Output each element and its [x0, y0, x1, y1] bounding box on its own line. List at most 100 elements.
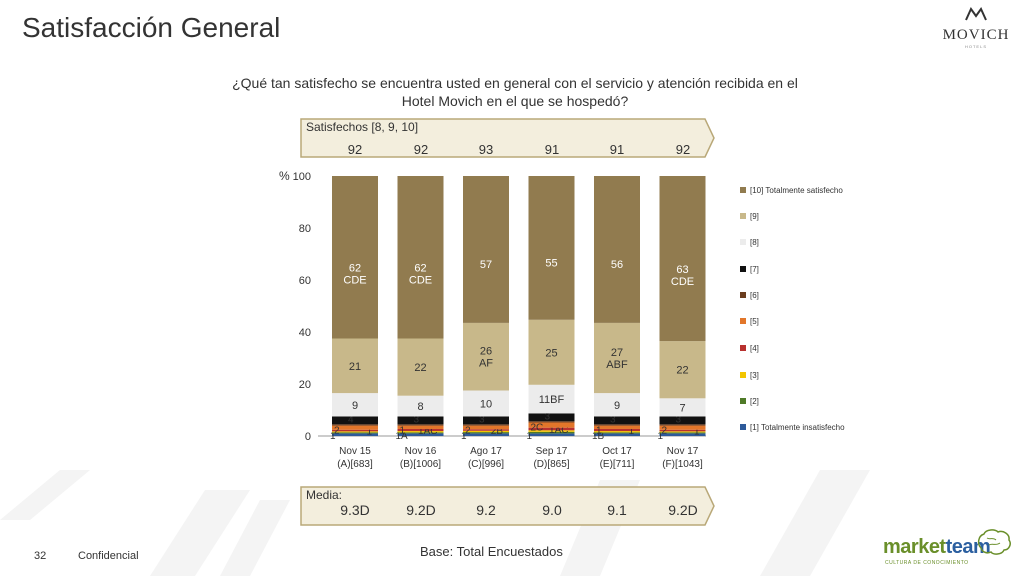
bar-value-label: 2C: [531, 422, 544, 433]
marketteam-wordmark: marketteam: [883, 536, 991, 558]
bar-value-label: 7: [679, 402, 685, 414]
y-tick-label: 100: [293, 171, 311, 183]
bar-value-label: 2: [334, 426, 340, 437]
bar-value-label: 56: [611, 259, 623, 271]
media-value: 9.1: [607, 502, 627, 518]
bar-value-label: 11BF: [539, 394, 565, 406]
bar-value-label: 1: [400, 426, 406, 437]
bar-value-label: 1B: [592, 431, 605, 442]
bar-value-label: 3: [676, 415, 682, 426]
bar-segment: [463, 390, 509, 417]
bar-segment: [397, 425, 444, 429]
brain-icon: [977, 529, 1011, 555]
bar-value-label: 1: [694, 427, 700, 438]
bar-segment: [659, 425, 706, 430]
bar-value-label: ABF: [606, 359, 628, 371]
bar-segment: [332, 338, 378, 394]
media-banner: Media: 9.3D 9.2D 9.2 9.0 9.1 9.2D: [300, 486, 715, 526]
legend-swatch: [740, 318, 746, 324]
satisfied-label: Satisfechos [8, 9, 10]: [306, 120, 419, 134]
bar-value-label: 9: [614, 400, 620, 412]
x-tick-label: Sep 17: [536, 446, 568, 457]
base-note: Base: Total Encuestados: [420, 544, 563, 559]
bar-value-label: 62: [349, 263, 361, 275]
bar-segment: [528, 384, 575, 414]
bar-value-label: 55: [545, 257, 557, 269]
legend-label: [6]: [750, 291, 759, 300]
bar-segment: [528, 421, 575, 423]
bar-segment: [397, 424, 444, 426]
legend-label: [5]: [750, 317, 759, 326]
satisfied-value: 91: [544, 142, 560, 157]
y-tick-label: 20: [299, 379, 311, 391]
legend-label: [7]: [750, 265, 759, 274]
bar-value-label: 63: [676, 264, 688, 276]
satisfied-banner: Satisfechos [8, 9, 10] 92 92 93 91 91 92: [300, 118, 715, 158]
x-tick-label: Ago 17: [470, 446, 502, 457]
bar-segment: [528, 176, 575, 320]
bar-segment: [594, 393, 640, 417]
bar-value-label: 2: [662, 426, 668, 437]
legend-swatch: [740, 398, 746, 404]
bar-segment: [659, 429, 706, 432]
marketteam-logo: marketteam CULTURA DE CONOCIMIENTO: [883, 528, 1013, 572]
x-tick-sublabel: (B)[1006]: [400, 459, 441, 470]
media-value: 9.0: [542, 502, 562, 518]
legend-swatch: [740, 292, 746, 298]
media-value: 9.3D: [340, 502, 370, 518]
legend-label: [2]: [750, 397, 759, 406]
x-tick-sublabel: (E)[711]: [600, 459, 635, 470]
bar-segment: [528, 319, 575, 385]
bar-segment: [463, 433, 509, 436]
satisfied-value: 93: [478, 142, 494, 157]
bar-segment: [463, 176, 509, 323]
bar-value-label: 3: [414, 415, 420, 426]
bar-segment: [332, 416, 378, 425]
bar-segment: [594, 176, 640, 323]
bar-segment: [397, 416, 444, 425]
bar-segment: [463, 429, 509, 431]
legend-label: [3]: [750, 371, 759, 380]
legend-label: [10] Totalmente satisfecho: [750, 186, 843, 195]
bar-segment: [463, 416, 509, 425]
bar-value-label: 27: [611, 347, 623, 359]
bar-segment: [528, 427, 575, 431]
confidential-label: Confidencial: [78, 550, 139, 562]
bar-value-label: 1AC: [418, 426, 437, 437]
bar-segment: [659, 398, 706, 417]
y-tick-label: 40: [299, 327, 311, 339]
bar-segment: [594, 416, 640, 425]
movich-logo-sub: HOTELS: [964, 44, 987, 49]
x-tick-label: Oct 17: [602, 446, 632, 457]
bar-value-label: CDE: [409, 275, 432, 287]
bar-segment: [659, 341, 706, 399]
bar-segment: [528, 431, 575, 434]
bar-segment: [528, 422, 575, 428]
bar-segment: [397, 431, 444, 433]
bar-value-label: 22: [676, 365, 688, 377]
bar-segment: [659, 431, 706, 433]
bar-segment: [332, 176, 378, 339]
bar-segment: [397, 338, 444, 396]
bar-value-label: 8: [417, 401, 423, 413]
x-tick-sublabel: (C)[996]: [468, 459, 504, 470]
movich-logo: MOVICH HOTELS: [936, 6, 1016, 50]
bar-value-label: 10: [480, 399, 492, 411]
x-tick-sublabel: (D)[865]: [533, 459, 569, 470]
media-value: 9.2: [476, 502, 496, 518]
bar-segment: [463, 432, 509, 434]
bar-segment: [594, 428, 640, 432]
legend-swatch: [740, 213, 746, 219]
bar-segment: [332, 424, 378, 426]
bar-value-label: 9: [352, 400, 358, 412]
bar-value-label: 1: [330, 431, 336, 442]
media-banner-shape: [300, 486, 715, 526]
bar-value-label: 1: [527, 431, 533, 442]
bar-segment: [463, 322, 509, 391]
bar-value-label: 1: [628, 426, 634, 437]
bar-value-label: 1AC: [549, 425, 568, 436]
legend-label: [1] Totalmente insatisfecho: [750, 423, 845, 432]
slide-title: Satisfacción General: [22, 12, 281, 43]
legend-label: [4]: [750, 344, 759, 353]
